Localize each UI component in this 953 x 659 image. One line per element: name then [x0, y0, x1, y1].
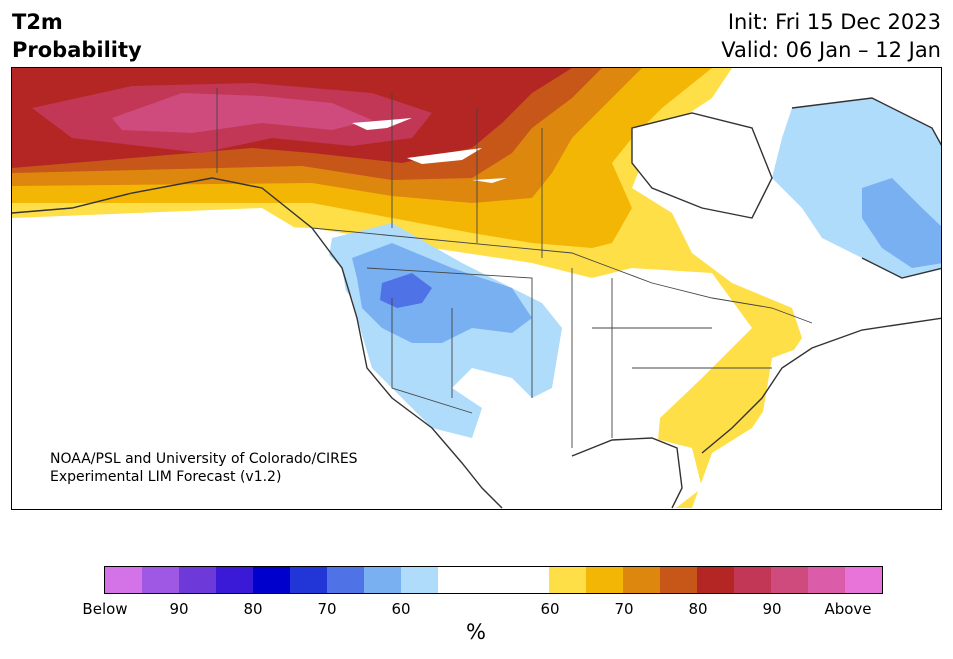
colorbar-swatch: [660, 567, 697, 593]
map-canvas: [12, 68, 941, 509]
colorbar-unit: %: [466, 620, 486, 644]
tick-below-60: 60: [391, 600, 411, 618]
colorbar-swatch: [327, 567, 364, 593]
tick-above-70: 70: [614, 600, 634, 618]
below-70-west: [380, 273, 432, 308]
pacific-ocean: [12, 208, 491, 509]
coastlines: [12, 97, 941, 509]
title-block: T2m Probability: [12, 8, 142, 64]
colorbar-swatch: [290, 567, 327, 593]
tick-above: Above: [824, 600, 872, 618]
colorbar-swatch: [142, 567, 179, 593]
colorbar-swatch: [771, 567, 808, 593]
quantity-name: Probability: [12, 38, 142, 62]
credit-text: NOAA/PSL and University of Colorado/CIRE…: [50, 450, 358, 486]
colorbar-swatch: [697, 567, 734, 593]
date-block: Init: Fri 15 Dec 2023 Valid: 06 Jan – 12…: [721, 8, 941, 64]
tick-below-80: 80: [243, 600, 263, 618]
colorbar-swatch: [475, 567, 512, 593]
colorbar-swatch: [845, 567, 882, 593]
tick-below-90: 90: [169, 600, 189, 618]
colorbar-swatch: [512, 567, 549, 593]
colorbar-swatch: [549, 567, 586, 593]
colorbar-swatch: [623, 567, 660, 593]
atlantic-ocean: [713, 318, 941, 509]
below-65-west: [352, 243, 532, 343]
credit-line-2: Experimental LIM Forecast (v1.2): [50, 469, 282, 485]
colorbar-swatch: [734, 567, 771, 593]
valid-range: Valid: 06 Jan – 12 Jan: [721, 38, 941, 62]
colorbar-swatch: [364, 567, 401, 593]
colorbar-swatch: [253, 567, 290, 593]
colorbar-swatch: [438, 567, 475, 593]
colorbar-swatch: [179, 567, 216, 593]
great-bear-lake: [352, 118, 412, 130]
colorbar-swatch: [216, 567, 253, 593]
political-borders: [216, 88, 813, 448]
above-90-region: [112, 93, 372, 133]
credit-line-1: NOAA/PSL and University of Colorado/CIRE…: [50, 451, 358, 467]
colorbar-swatch: [586, 567, 623, 593]
great-slave-lake: [407, 148, 482, 164]
colorbar: [104, 566, 883, 594]
variable-name: T2m: [12, 10, 63, 34]
below-65-east: [862, 178, 941, 268]
colorbar-swatch: [401, 567, 438, 593]
tick-below-70: 70: [317, 600, 337, 618]
colorbar-swatch: [808, 567, 845, 593]
lake-athabasca: [472, 178, 507, 183]
gulf-of-mexico: [552, 438, 702, 509]
tick-above-90: 90: [762, 600, 782, 618]
colorbar-swatch: [105, 567, 142, 593]
forecast-map: NOAA/PSL and University of Colorado/CIRE…: [11, 67, 942, 510]
hudson-bay: [632, 113, 772, 218]
tick-below: Below: [82, 600, 128, 618]
tick-above-60: 60: [540, 600, 560, 618]
init-date: Init: Fri 15 Dec 2023: [727, 10, 941, 34]
tick-above-80: 80: [688, 600, 708, 618]
